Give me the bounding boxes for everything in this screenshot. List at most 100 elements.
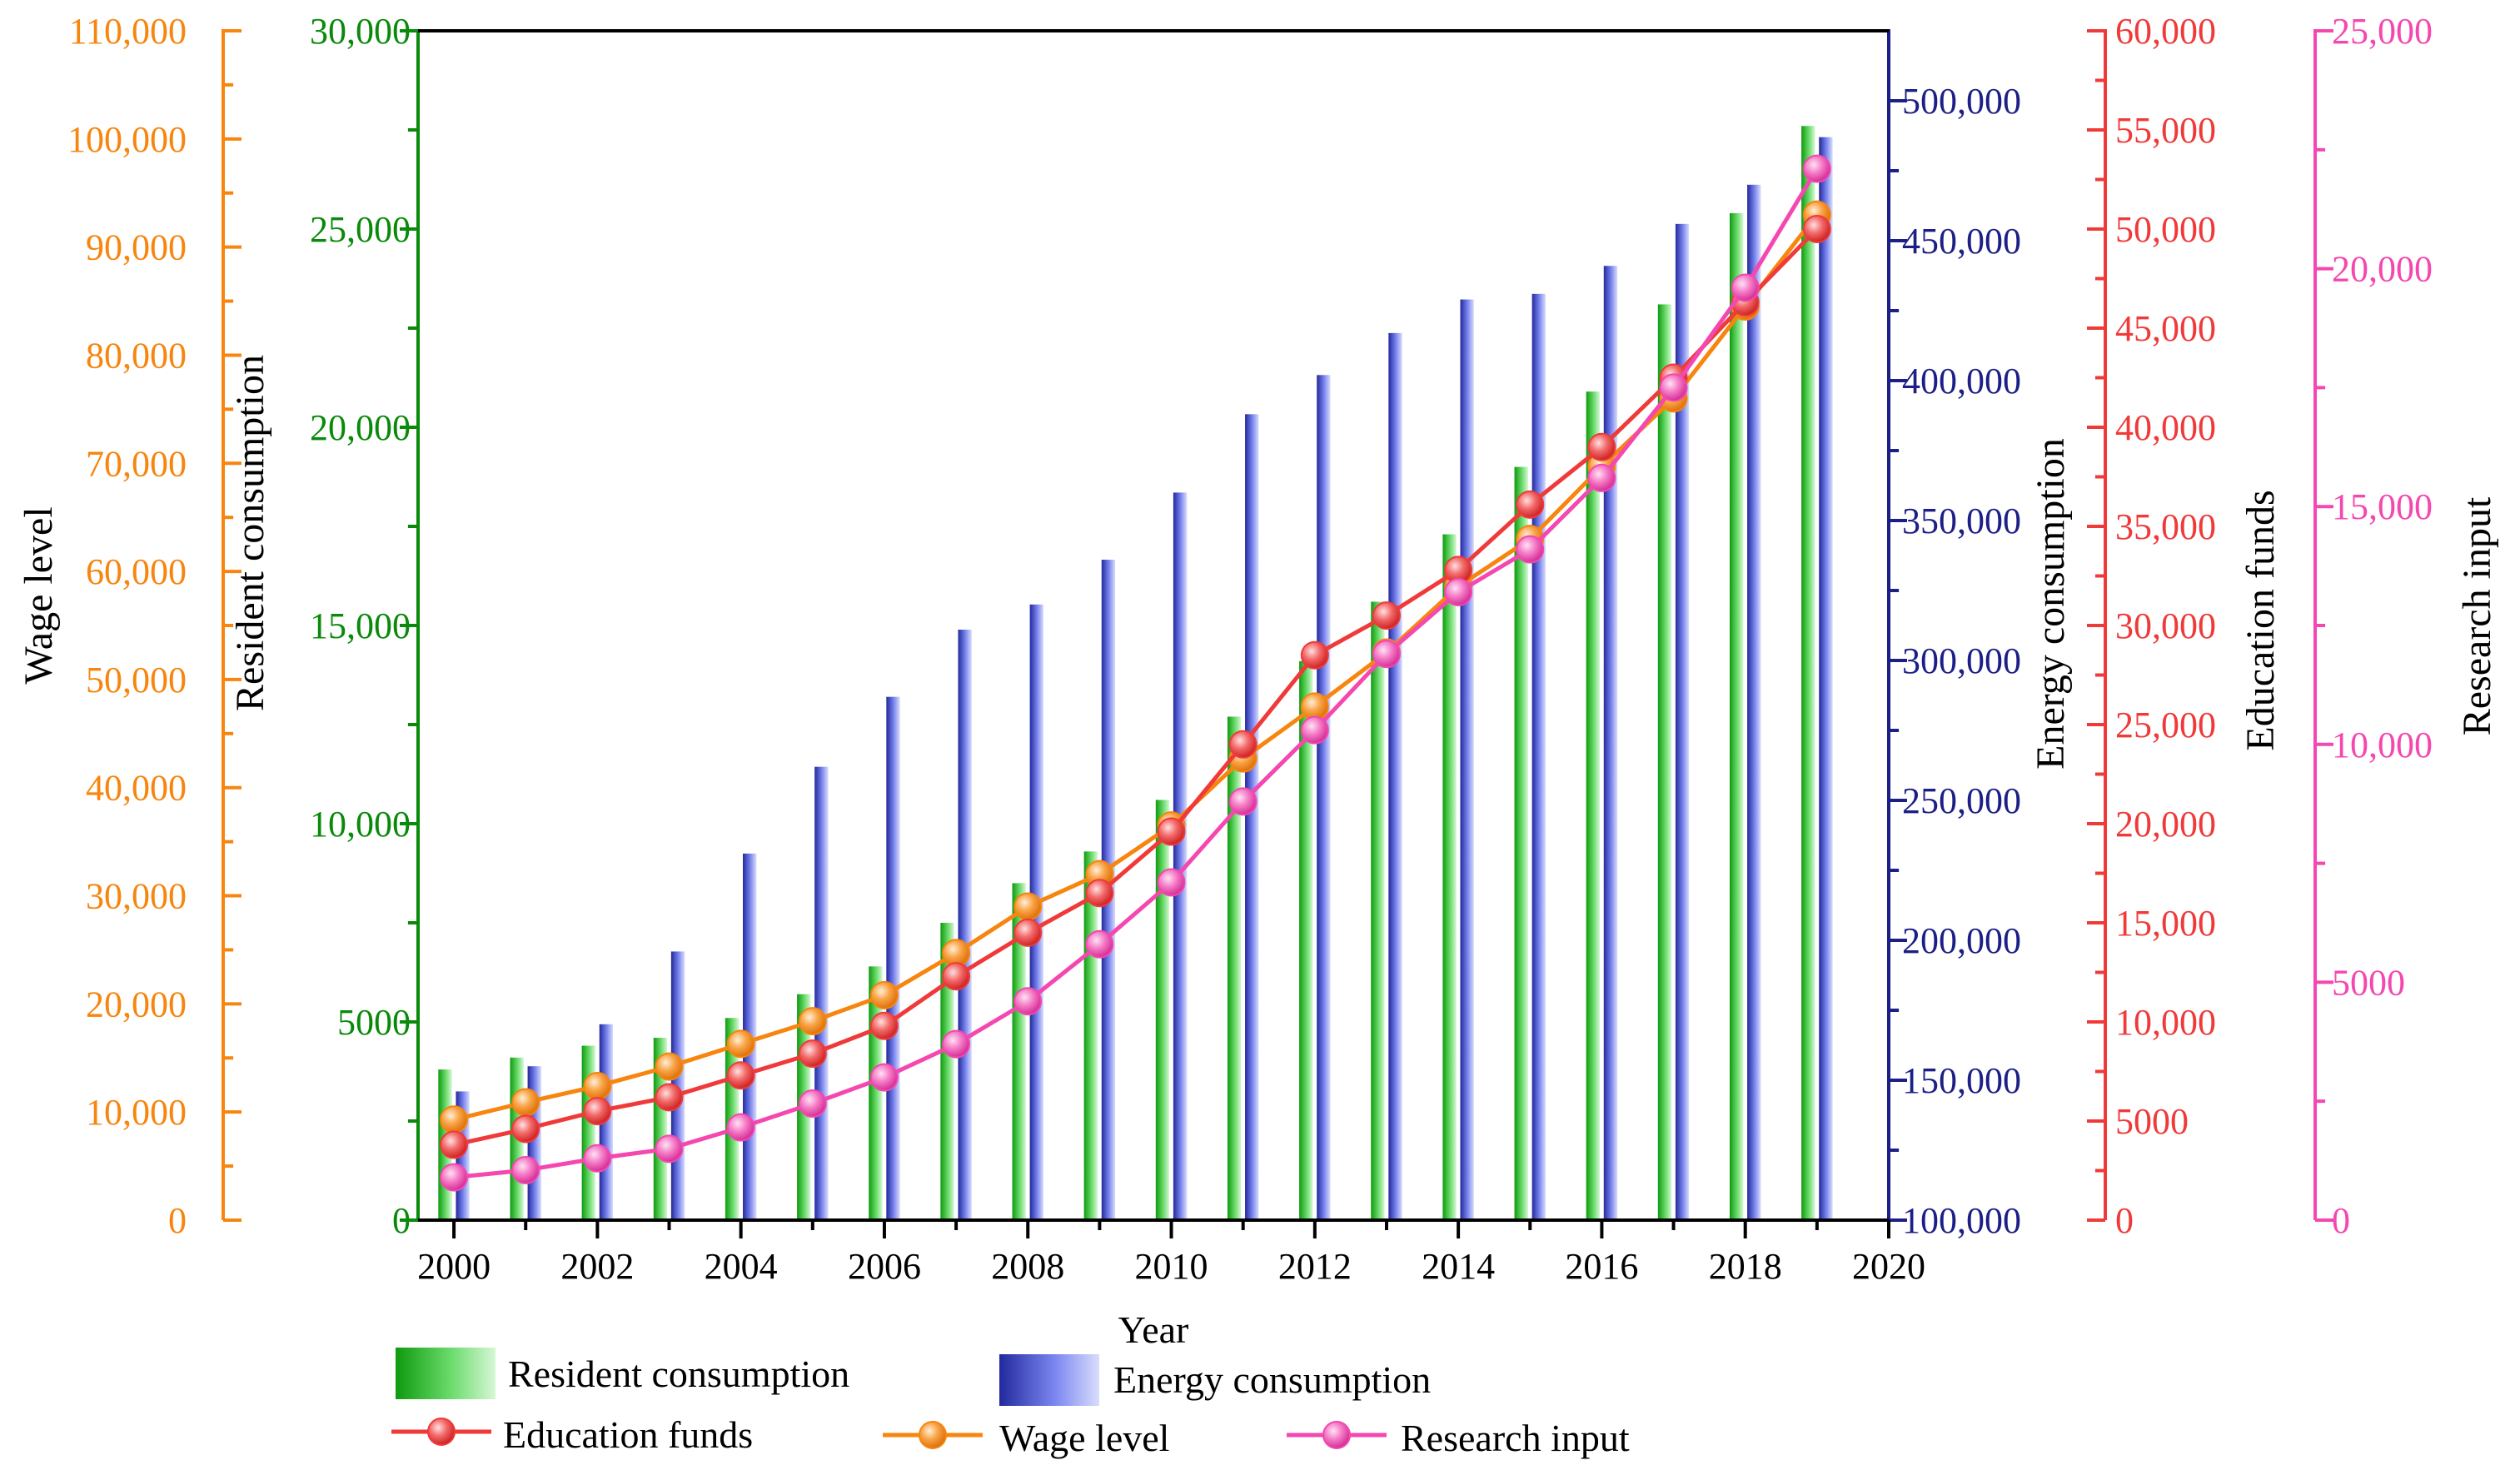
point-wage-level-2012 xyxy=(1300,692,1329,721)
legend-label-research-input: Research input xyxy=(1401,1417,1630,1459)
bar-resident-consumption-2019 xyxy=(1801,126,1815,1221)
lines-layer xyxy=(440,154,1831,1192)
wage-tick-label: 90,000 xyxy=(86,227,187,268)
legend-marker-wage-level xyxy=(919,1421,947,1449)
wage-tick-label: 20,000 xyxy=(86,984,187,1024)
legend-label-education-funds: Education funds xyxy=(503,1413,753,1456)
point-research-input-2017 xyxy=(1659,373,1688,402)
point-education-funds-2000 xyxy=(440,1130,469,1159)
education-tick-label: 60,000 xyxy=(2115,11,2216,52)
wage-tick-label: 0 xyxy=(168,1200,187,1241)
point-research-input-2004 xyxy=(726,1113,755,1142)
education-tick-label: 5000 xyxy=(2115,1101,2189,1142)
point-education-funds-2012 xyxy=(1300,640,1329,670)
research-tick-label: 25,000 xyxy=(2332,11,2433,52)
legend-item-research-input: Research input xyxy=(1287,1417,1630,1459)
legend-swatch-energy-consumption xyxy=(999,1354,1099,1406)
education-tick-label: 0 xyxy=(2115,1200,2134,1241)
point-research-input-2019 xyxy=(1802,154,1831,183)
wage-axis-title: Wage level xyxy=(17,506,61,684)
point-research-input-2010 xyxy=(1157,868,1186,897)
x-tick-label: 2004 xyxy=(705,1246,778,1287)
point-education-funds-2001 xyxy=(511,1114,540,1144)
bar-resident-consumption-2018 xyxy=(1729,212,1744,1221)
education-tick-label: 35,000 xyxy=(2115,506,2216,547)
resident-tick-label: 30,000 xyxy=(310,11,411,52)
point-wage-level-2003 xyxy=(655,1052,684,1081)
bar-energy-consumption-2018 xyxy=(1747,184,1761,1220)
point-research-input-2006 xyxy=(869,1063,899,1092)
point-education-funds-2003 xyxy=(655,1083,684,1112)
legend-swatch-resident-consumption xyxy=(396,1348,496,1399)
energy-tick-label: 150,000 xyxy=(1902,1060,2021,1101)
energy-axis-title: Energy consumption xyxy=(2029,438,2073,770)
research-tick-label: 10,000 xyxy=(2332,725,2433,765)
wage-tick-label: 100,000 xyxy=(67,119,187,160)
research-tick-label: 15,000 xyxy=(2332,486,2433,527)
education-axis: 0 5000 10,000 15,000 20,000 25,000 30,000 35,00… xyxy=(2087,11,2283,1241)
research-axis: 0 5000 10,000 15,000 20,000 25,000 Research in… xyxy=(2313,11,2499,1241)
research-tick-label: 20,000 xyxy=(2332,249,2433,290)
legend-item-energy-consumption: Energy consumption xyxy=(999,1354,1431,1406)
resident-axis: 0 5000 10,000 15,000 20,000 25,000 30,000 Resid… xyxy=(228,11,420,1241)
point-education-funds-2016 xyxy=(1587,432,1616,461)
wage-tick-label: 40,000 xyxy=(86,768,187,809)
bar-energy-consumption-2012 xyxy=(1317,375,1331,1220)
x-tick-label: 2012 xyxy=(1278,1246,1352,1287)
bar-resident-consumption-2009 xyxy=(1083,851,1098,1220)
legend-item-resident-consumption: Resident consumption xyxy=(396,1348,849,1399)
legend-label-wage-level: Wage level xyxy=(999,1417,1169,1459)
point-education-funds-2010 xyxy=(1157,817,1186,846)
legend-marker-research-input xyxy=(1322,1421,1351,1449)
bar-resident-consumption-2012 xyxy=(1299,660,1313,1220)
point-research-input-2000 xyxy=(440,1163,469,1192)
point-research-input-2002 xyxy=(583,1144,612,1173)
axes-layer: 0 10,000 20,000 30,000 40,000 50,000 60,000 70,… xyxy=(17,11,2499,1287)
education-tick-label: 55,000 xyxy=(2115,110,2216,151)
point-research-input-2014 xyxy=(1444,578,1473,607)
point-research-input-2005 xyxy=(798,1089,827,1119)
x-tick-label: 2010 xyxy=(1135,1246,1208,1287)
x-tick-label: 2014 xyxy=(1422,1246,1495,1287)
bar-energy-consumption-2006 xyxy=(886,696,900,1220)
wage-tick-label: 30,000 xyxy=(86,876,187,917)
education-tick-label: 25,000 xyxy=(2115,705,2216,745)
x-tick-label: 2006 xyxy=(848,1246,921,1287)
point-research-input-2001 xyxy=(511,1156,540,1185)
point-education-funds-2008 xyxy=(1013,918,1043,947)
legend-label-resident-consumption: Resident consumption xyxy=(508,1353,849,1395)
point-education-funds-2007 xyxy=(942,962,971,991)
x-tick-label: 2016 xyxy=(1565,1246,1638,1287)
energy-tick-label: 350,000 xyxy=(1902,501,2021,541)
bar-resident-consumption-2002 xyxy=(581,1045,595,1220)
resident-tick-label: 25,000 xyxy=(310,209,411,250)
bars-layer xyxy=(438,126,1833,1221)
x-tick-label: 2020 xyxy=(1852,1246,1925,1287)
education-tick-label: 45,000 xyxy=(2115,308,2216,349)
bar-resident-consumption-2017 xyxy=(1657,304,1672,1221)
point-education-funds-2006 xyxy=(869,1011,899,1040)
education-tick-label: 40,000 xyxy=(2115,407,2216,448)
point-research-input-2007 xyxy=(942,1029,971,1059)
bar-resident-consumption-2003 xyxy=(653,1038,668,1220)
energy-tick-label: 200,000 xyxy=(1902,920,2021,961)
point-research-input-2013 xyxy=(1372,640,1401,669)
point-education-funds-2013 xyxy=(1372,601,1401,630)
point-education-funds-2005 xyxy=(798,1039,827,1069)
point-wage-level-2001 xyxy=(511,1088,540,1117)
point-research-input-2015 xyxy=(1516,535,1545,564)
education-tick-label: 50,000 xyxy=(2115,209,2216,250)
energy-tick-label: 300,000 xyxy=(1902,640,2021,681)
point-wage-level-2000 xyxy=(440,1105,469,1134)
legend: Resident consumption Energy consumption Ed… xyxy=(391,1348,1630,1459)
resident-tick-label: 20,000 xyxy=(310,407,411,448)
wage-tick-label: 50,000 xyxy=(86,660,187,700)
point-education-funds-2002 xyxy=(583,1097,612,1126)
point-education-funds-2015 xyxy=(1516,490,1545,519)
energy-axis: 100,000 150,000 200,000 250,000 300,000 350,0… xyxy=(1887,29,2073,1241)
bar-resident-consumption-2008 xyxy=(1012,883,1026,1220)
x-axis-title: Year xyxy=(1118,1308,1189,1351)
x-tick-label: 2008 xyxy=(991,1246,1064,1287)
bar-energy-consumption-2010 xyxy=(1173,492,1188,1220)
energy-tick-label: 400,000 xyxy=(1902,361,2021,401)
